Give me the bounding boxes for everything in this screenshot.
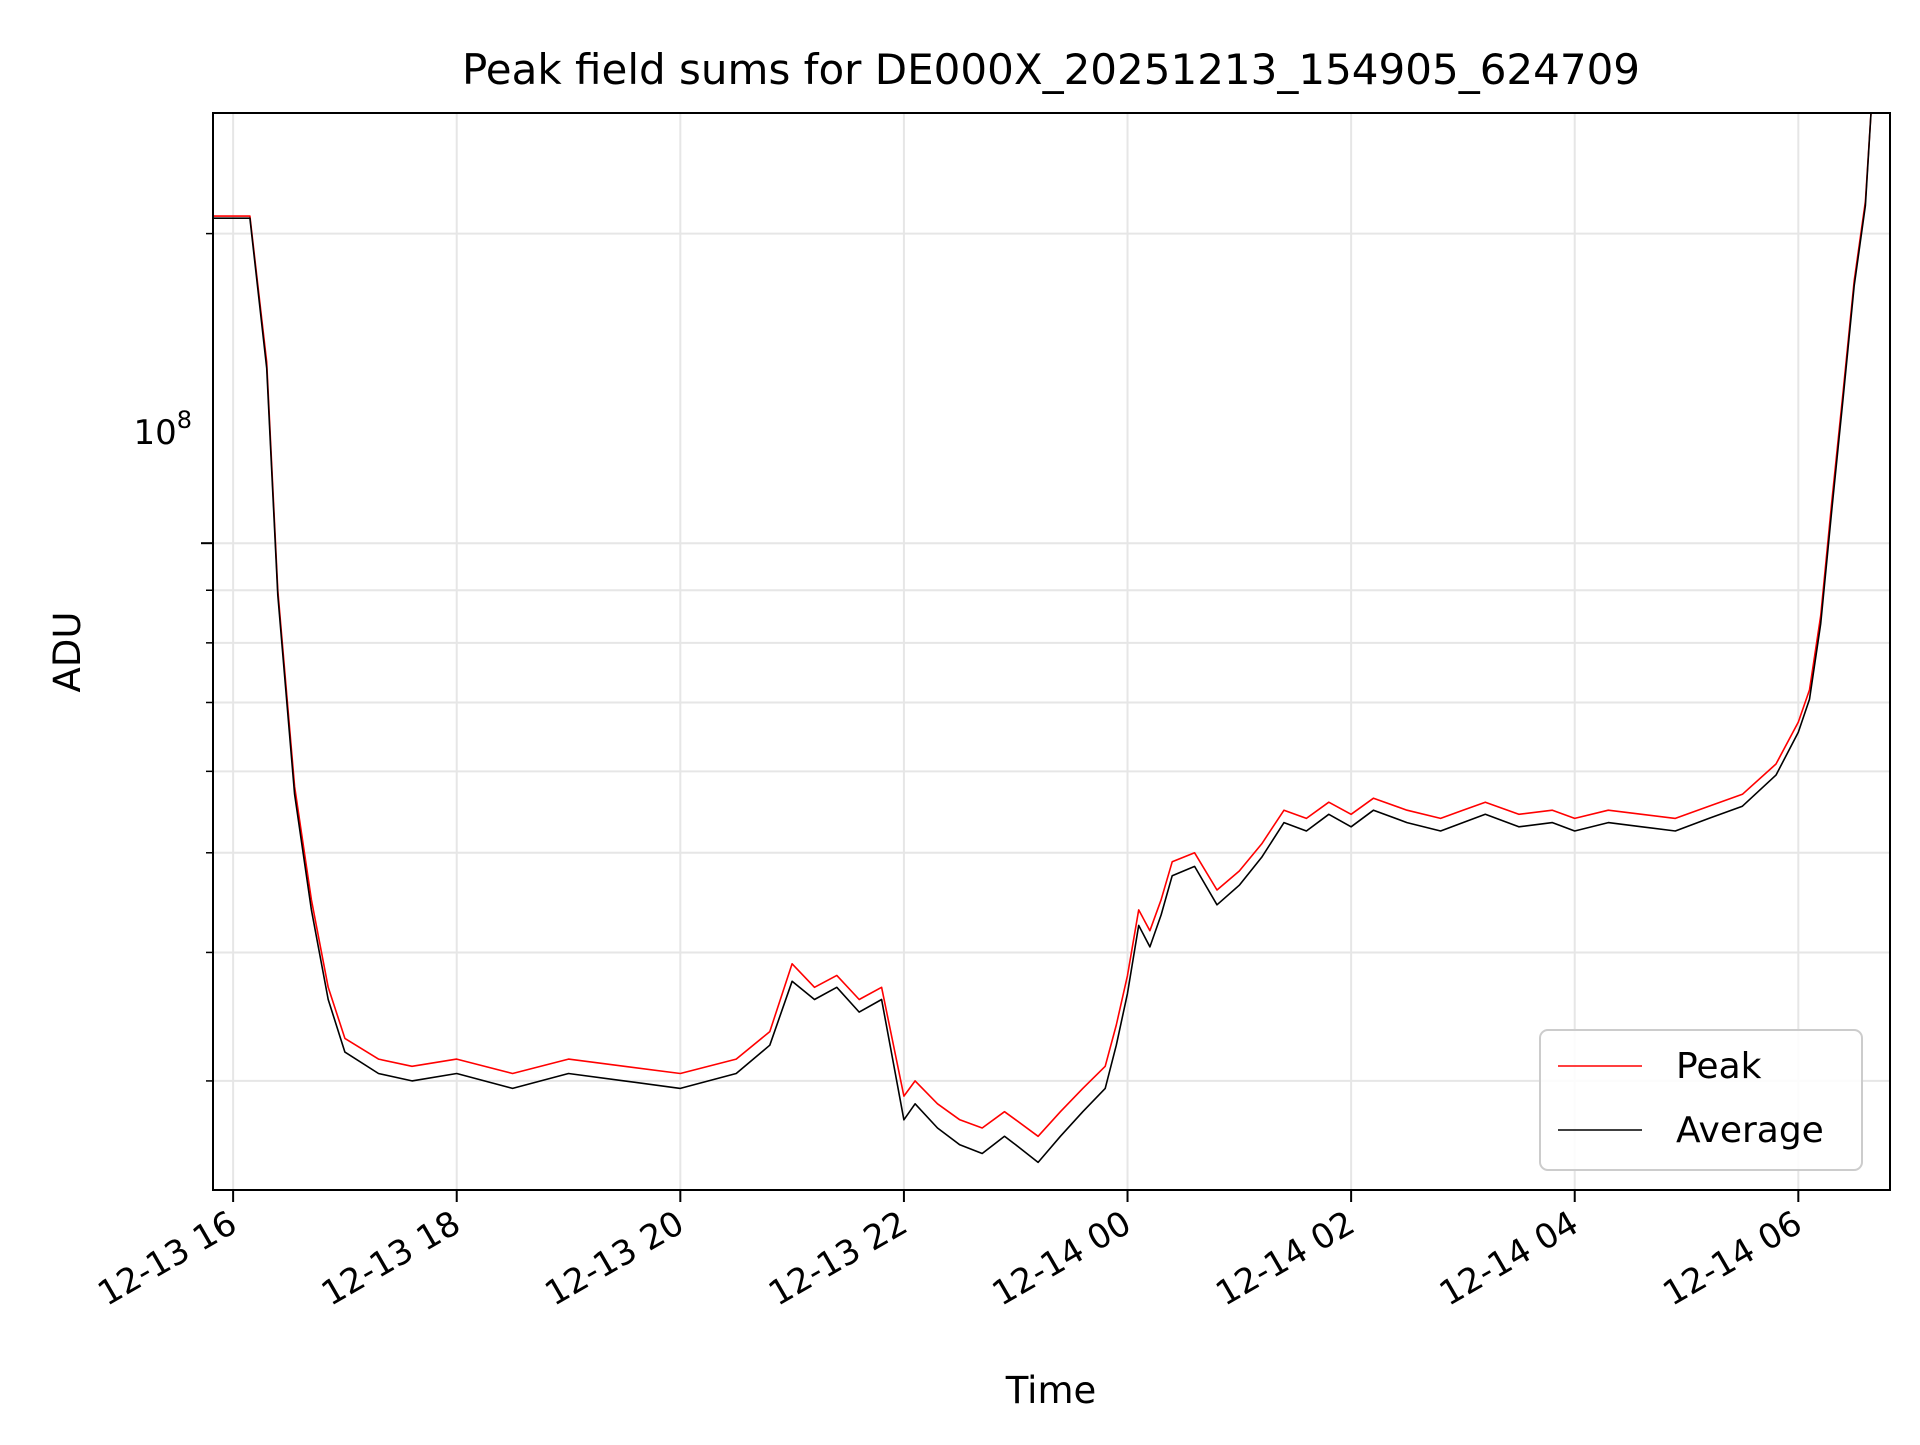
legend: Peak Average bbox=[1539, 1029, 1863, 1171]
series-line-average bbox=[213, 112, 1890, 1164]
legend-frame bbox=[1539, 1029, 1863, 1171]
legend-average-label: Average bbox=[1676, 1110, 1824, 1151]
series-line-peak bbox=[213, 112, 1890, 1138]
series-layer bbox=[213, 112, 1890, 1164]
chart-title: Peak field sums for DE000X_20251213_1549… bbox=[462, 45, 1640, 94]
y-major-tick-label: 108 bbox=[133, 406, 192, 453]
y-tick-base: 10 bbox=[133, 413, 176, 453]
legend-peak-label: Peak bbox=[1676, 1046, 1762, 1087]
plot-frame bbox=[212, 112, 1891, 1191]
y-axis-label: ADU bbox=[46, 612, 89, 693]
x-axis-label: Time bbox=[1005, 1369, 1097, 1412]
y-tick-exponent: 8 bbox=[177, 406, 192, 434]
